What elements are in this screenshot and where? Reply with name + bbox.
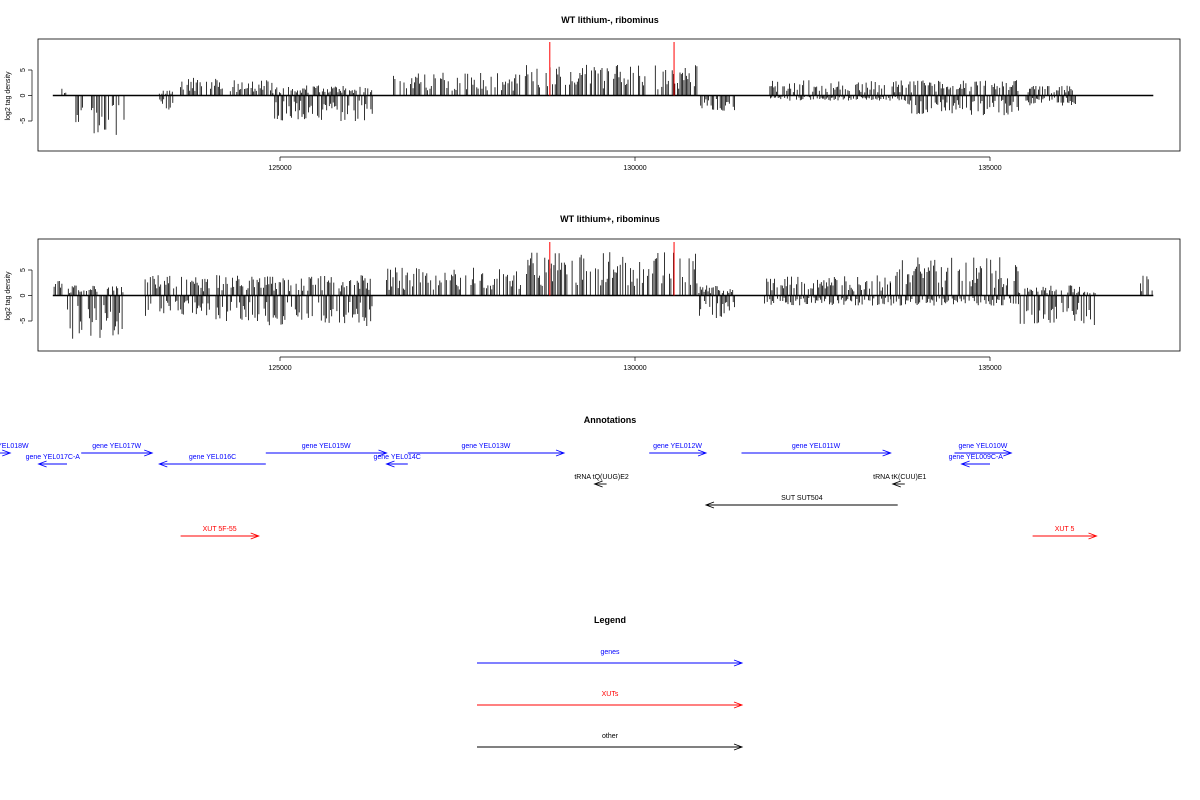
y-axis-label: log2 tag density bbox=[5, 271, 12, 321]
annotation-feature: SUT SUT504 bbox=[704, 495, 898, 509]
x-axis: 125000 130000 135000 bbox=[268, 356, 1002, 372]
annotation-label: XUT 5 bbox=[1055, 526, 1075, 533]
legend-panel: Legend genes XUTs other bbox=[477, 615, 744, 751]
legend-list: genes XUTs other bbox=[477, 649, 744, 751]
annotation-label: XUT 5F-55 bbox=[203, 526, 237, 533]
legend-title: Legend bbox=[594, 615, 626, 625]
annotation-feature: XUT 5 bbox=[1032, 526, 1098, 540]
annotation-label: gene YEL015W bbox=[302, 443, 351, 450]
annotation-feature: gene YEL016C bbox=[158, 454, 266, 468]
annotation-feature: gene YEL018W bbox=[0, 443, 29, 457]
chart-title: WT lithium+, ribominus bbox=[560, 214, 660, 224]
y-tick-label: 5 bbox=[20, 68, 27, 72]
x-axis: 125000 130000 135000 bbox=[268, 156, 1002, 172]
annotation-list: gene YEL018W gene YEL017C-A gene YEL017W ge… bbox=[0, 443, 1098, 540]
annotation-feature: gene YEL012W bbox=[649, 443, 708, 457]
y-tick-label: 5 bbox=[20, 268, 27, 272]
plot-frame bbox=[37, 38, 1181, 152]
plot-area: -5 0 5 125000 130000 135000 bbox=[20, 38, 1181, 172]
chart-title: WT lithium-, ribominus bbox=[561, 15, 659, 25]
annotation-label: gene YEL014C bbox=[373, 454, 420, 461]
annotation-feature: tRNA tK(CUU)E1 bbox=[873, 474, 927, 488]
density-bars bbox=[61, 64, 1076, 135]
annotation-feature: XUT 5F-55 bbox=[180, 526, 260, 540]
annotation-label: SUT SUT504 bbox=[781, 495, 823, 502]
y-axis: -5 0 5 bbox=[20, 268, 33, 324]
plot-area: -5 0 5 125000 130000 135000 bbox=[20, 238, 1181, 372]
chart-panel-2: WT lithium+, ribominus log2 tag density … bbox=[5, 214, 1181, 372]
annotation-label: gene YEL010W bbox=[958, 443, 1007, 450]
y-axis: -5 0 5 bbox=[20, 68, 33, 124]
annotation-label: tRNA tK(CUU)E1 bbox=[873, 474, 926, 481]
annotation-feature: gene YEL010W bbox=[954, 443, 1013, 457]
annotation-feature: gene YEL009C-A bbox=[949, 454, 1004, 468]
legend-label: other bbox=[602, 733, 619, 740]
y-axis-label: log2 tag density bbox=[5, 71, 12, 121]
x-tick-label: 135000 bbox=[978, 365, 1001, 372]
annotation-label: gene YEL012W bbox=[653, 443, 702, 450]
y-tick-label: -5 bbox=[20, 318, 27, 324]
annotation-label: gene YEL011W bbox=[792, 443, 841, 450]
x-tick-label: 135000 bbox=[978, 165, 1001, 172]
plot-frame bbox=[37, 238, 1181, 352]
annotation-feature: gene YEL014C bbox=[373, 454, 421, 468]
legend-label: XUTs bbox=[602, 691, 619, 698]
legend-label: genes bbox=[600, 649, 620, 656]
annotation-feature: gene YEL015W bbox=[265, 443, 388, 457]
annotation-label: gene YEL018W bbox=[0, 443, 29, 450]
annotation-feature: tRNA tQ(UUG)E2 bbox=[574, 474, 629, 488]
y-tick-label: -5 bbox=[20, 118, 27, 124]
annotation-feature: gene YEL017C-A bbox=[26, 454, 81, 468]
y-tick-label: 0 bbox=[20, 93, 27, 97]
x-tick-label: 130000 bbox=[623, 165, 646, 172]
legend-entry: XUTs bbox=[477, 691, 744, 709]
annotation-label: gene YEL017W bbox=[92, 443, 141, 450]
legend-entry: other bbox=[477, 733, 744, 751]
x-tick-label: 125000 bbox=[268, 165, 291, 172]
x-tick-label: 130000 bbox=[623, 365, 646, 372]
chart-panel-1: WT lithium-, ribominus log2 tag density … bbox=[5, 15, 1181, 172]
annotation-label: gene YEL017C-A bbox=[26, 454, 81, 461]
annotation-label: gene YEL009C-A bbox=[949, 454, 1004, 461]
y-tick-label: 0 bbox=[20, 293, 27, 297]
x-tick-label: 125000 bbox=[268, 365, 291, 372]
density-bars bbox=[53, 252, 1153, 339]
annotation-label: gene YEL016C bbox=[189, 454, 236, 461]
annotation-feature: gene YEL017W bbox=[81, 443, 154, 457]
annotation-label: tRNA tQ(UUG)E2 bbox=[574, 474, 629, 481]
annotations-title: Annotations bbox=[584, 415, 637, 425]
legend-entry: genes bbox=[477, 649, 744, 667]
annotation-feature: gene YEL011W bbox=[741, 443, 892, 457]
annotation-label: gene YEL013W bbox=[461, 443, 510, 450]
annotation-feature: gene YEL013W bbox=[407, 443, 566, 457]
